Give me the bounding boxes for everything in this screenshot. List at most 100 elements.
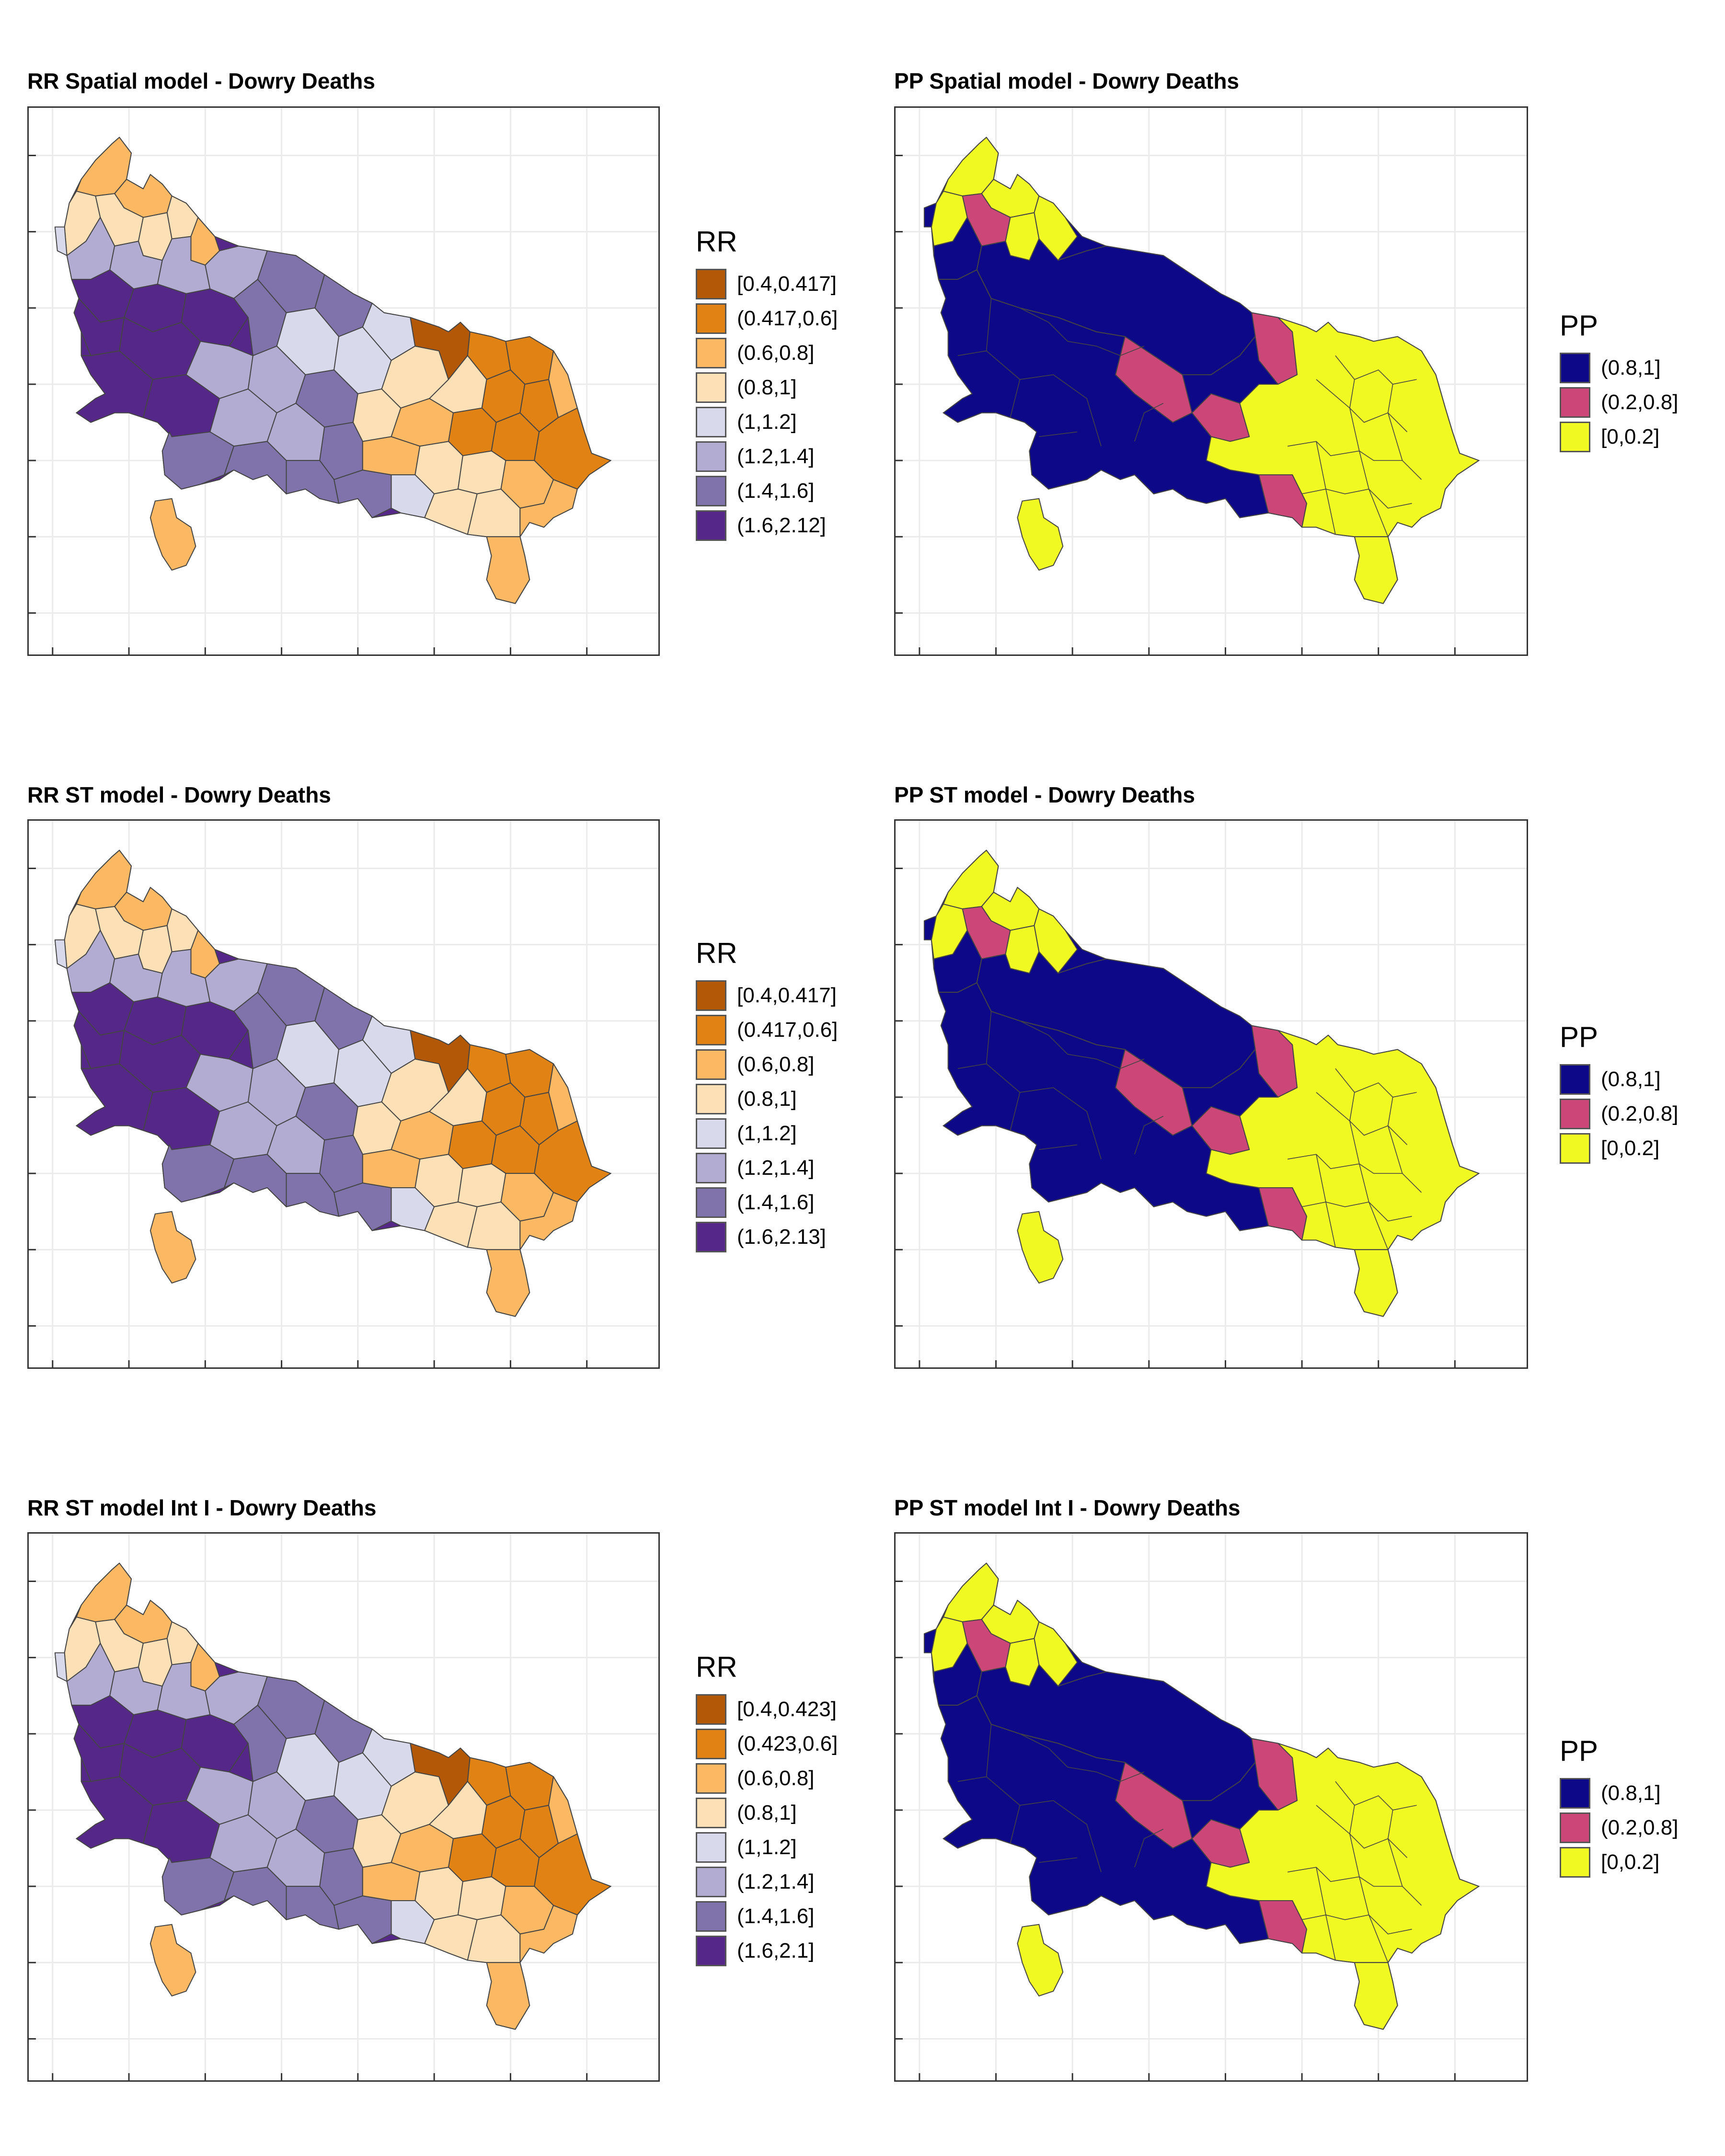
legend-swatch <box>696 1936 726 1966</box>
legend-swatch <box>1560 1778 1590 1809</box>
legend-swatch <box>696 441 726 472</box>
axis-ticks <box>29 867 588 1367</box>
legend-swatch <box>1560 1064 1590 1095</box>
district <box>76 350 153 423</box>
district-boundary <box>1316 1805 1408 1858</box>
legend: PP (0.8,1] (0.2,0.8] [0,0.2] <box>1560 1021 1678 1166</box>
legend-swatch <box>696 303 726 334</box>
legend-label: [0.4,0.417] <box>737 272 837 296</box>
choropleth-map <box>896 821 1527 1367</box>
legend: PP (0.8,1] (0.2,0.8] [0,0.2] <box>1560 1734 1678 1880</box>
district <box>334 1182 392 1231</box>
district-boundary <box>1301 1201 1412 1222</box>
legend-label: (0.2,0.8] <box>1601 1816 1679 1839</box>
legend-item: (1,1.2] <box>696 405 838 439</box>
district-boundary <box>1301 1914 1412 1935</box>
map-frame <box>894 1532 1528 2082</box>
district-boundary <box>1288 1867 1403 1887</box>
district <box>1354 1962 1398 2030</box>
legend-label: (0.423,0.6] <box>737 1732 838 1755</box>
legend-item: (1,1.2] <box>696 1116 838 1151</box>
legend-label: [0,0.2] <box>1601 1136 1660 1160</box>
legend-label: (1.6,2.1] <box>737 1939 815 1962</box>
legend-swatch <box>696 510 726 541</box>
district <box>54 939 68 969</box>
district <box>1206 317 1480 538</box>
legend-swatch <box>696 338 726 368</box>
district-boundary <box>1349 1092 1389 1250</box>
district <box>1206 1743 1480 1963</box>
legend-item: [0,0.2] <box>1560 1845 1678 1880</box>
legend: RR [0.4,0.423] (0.423,0.6] (0.6,0.8] (0.8,1… <box>696 1651 838 1968</box>
legend-items: (0.8,1] (0.2,0.8] [0,0.2] <box>1560 1776 1678 1880</box>
legend-item: (0.417,0.6] <box>696 301 838 336</box>
district-exclave <box>1017 498 1064 571</box>
axis-ticks <box>896 154 1456 654</box>
legend-swatch <box>696 1763 726 1794</box>
district-boundary <box>1288 441 1403 461</box>
district-boundary <box>957 350 1164 442</box>
legend-label: (0.8,1] <box>737 376 797 399</box>
district <box>1206 1030 1480 1250</box>
panel-title: PP ST model Int I - Dowry Deaths <box>894 1495 1241 1520</box>
legend-item: (0.2,0.8] <box>1560 1097 1678 1131</box>
legend-item: [0.4,0.417] <box>696 267 838 301</box>
legend-label: (1.4,1.6] <box>737 1191 815 1214</box>
legend-item: (1.2,1.4] <box>696 1151 838 1185</box>
legend-label: [0,0.2] <box>1601 425 1660 448</box>
legend-label: (0.6,0.8] <box>737 1053 815 1076</box>
legend-swatch <box>696 1084 726 1114</box>
legend-label: [0,0.2] <box>1601 1850 1660 1874</box>
district-exclave <box>150 1211 196 1284</box>
legend-label: (0.8,1] <box>1601 1067 1661 1091</box>
legend: PP (0.8,1] (0.2,0.8] [0,0.2] <box>1560 309 1678 454</box>
district-exclave <box>1017 1924 1064 1997</box>
legend-swatch <box>696 1729 726 1759</box>
district <box>457 1163 506 1207</box>
legend-item: (1.4,1.6] <box>696 1899 838 1934</box>
legend: RR [0.4,0.417] (0.417,0.6] (0.6,0.8] (0.8,1… <box>696 225 838 543</box>
legend-label: (0.8,1] <box>737 1087 797 1111</box>
legend-swatch <box>696 1015 726 1045</box>
legend-label: [0.4,0.417] <box>737 984 837 1007</box>
district <box>286 460 340 504</box>
axis-ticks <box>29 154 588 654</box>
legend-item: (0.8,1] <box>696 1796 838 1830</box>
district <box>334 1895 392 1944</box>
districts <box>923 849 1480 1317</box>
legend-item: (1.2,1.4] <box>696 1865 838 1899</box>
axis-ticks <box>29 1580 588 2080</box>
legend-swatch <box>696 1153 726 1183</box>
districts <box>923 1562 1480 2030</box>
axis-ticks <box>896 867 1456 1367</box>
district-boundary <box>1020 1733 1145 1782</box>
legend-items: (0.8,1] (0.2,0.8] [0,0.2] <box>1560 1062 1678 1166</box>
legend-swatch <box>696 1187 726 1218</box>
district <box>54 226 68 256</box>
legend-swatch <box>696 372 726 403</box>
legend-swatch <box>696 1222 726 1252</box>
district <box>457 450 506 494</box>
legend-items: (0.8,1] (0.2,0.8] [0,0.2] <box>1560 351 1678 454</box>
district <box>519 479 578 538</box>
legend-title: RR <box>696 226 737 258</box>
district <box>486 536 530 604</box>
legend-label: (1.6,2.12] <box>737 514 826 537</box>
axis-ticks <box>896 1580 1456 2080</box>
district <box>54 1652 68 1682</box>
legend-item: (0.8,1] <box>696 370 838 405</box>
legend-label: (0.2,0.8] <box>1601 1102 1679 1125</box>
panel-title: PP Spatial model - Dowry Deaths <box>894 69 1240 93</box>
legend-item: (0.423,0.6] <box>696 1727 838 1761</box>
district <box>334 470 392 518</box>
legend-item: (0.417,0.6] <box>696 1013 838 1047</box>
choropleth-map <box>29 821 658 1367</box>
legend-item: [0,0.2] <box>1560 420 1678 454</box>
map-frame <box>27 819 660 1369</box>
legend-swatch <box>1560 387 1590 418</box>
legend-label: (1,1.2] <box>737 1835 797 1859</box>
legend-item: (0.6,0.8] <box>696 336 838 370</box>
panel-title: RR ST model Int I - Dowry Deaths <box>27 1495 377 1520</box>
legend-label: (1.2,1.4] <box>737 445 815 468</box>
legend-label: (0.8,1] <box>1601 356 1661 379</box>
